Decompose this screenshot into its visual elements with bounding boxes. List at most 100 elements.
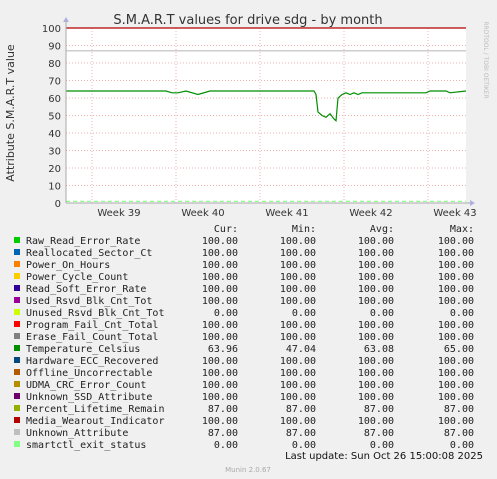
legend-value-avg: 100.00 <box>358 260 394 271</box>
legend-swatch <box>14 333 20 339</box>
rrdtool-credit: RRDTOOL / TOBI OETIKER <box>482 21 489 98</box>
legend-label: Read_Soft_Error_Rate <box>26 284 146 295</box>
legend-value-max: 87.00 <box>444 404 474 415</box>
y-tick-label: 40 <box>48 129 61 140</box>
legend-value-avg: 100.00 <box>358 296 394 307</box>
legend-value-cur: 87.00 <box>208 404 238 415</box>
legend-header: Max: <box>450 224 474 235</box>
series-line-temperature-celsius <box>66 90 467 123</box>
legend-value-max: 100.00 <box>438 368 474 379</box>
legend-value-avg: 100.00 <box>358 380 394 391</box>
legend-value-min: 100.00 <box>280 284 316 295</box>
legend-swatch <box>14 321 20 327</box>
legend-label: Unknown_SSD_Attribute <box>26 392 152 403</box>
legend-value-avg: 100.00 <box>358 236 394 247</box>
legend-value-max: 65.00 <box>444 344 474 355</box>
x-tick-label: Week 41 <box>265 208 308 219</box>
legend-label: Offline_Uncorrectable <box>26 368 152 379</box>
legend-label: Unused_Rsvd_Blk_Cnt_Tot <box>26 308 164 319</box>
legend-swatch <box>14 417 20 423</box>
y-tick-label: 50 <box>48 112 61 123</box>
legend-label: Power_Cycle_Count <box>26 272 128 283</box>
y-tick-label: 60 <box>48 94 61 105</box>
legend-swatch <box>14 237 20 243</box>
legend-value-cur: 100.00 <box>202 356 238 367</box>
legend-value-min: 100.00 <box>280 368 316 379</box>
legend-swatch <box>14 285 20 291</box>
legend-swatch <box>14 297 20 303</box>
legend-value-cur: 100.00 <box>202 248 238 259</box>
legend-value-cur: 100.00 <box>202 236 238 247</box>
legend-value-min: 100.00 <box>280 320 316 331</box>
legend-header: Cur: <box>214 224 238 235</box>
legend-value-max: 0.00 <box>450 308 474 319</box>
legend-swatch <box>14 309 20 315</box>
legend-value-cur: 100.00 <box>202 272 238 283</box>
legend-value-min: 0.00 <box>292 440 316 451</box>
legend-value-cur: 100.00 <box>202 332 238 343</box>
legend-value-avg: 100.00 <box>358 272 394 283</box>
x-tick-label: Week 42 <box>349 208 392 219</box>
y-tick-label: 30 <box>48 147 61 158</box>
legend-value-max: 100.00 <box>438 380 474 391</box>
y-tick-label: 10 <box>48 182 61 193</box>
legend-label: smartctl_exit_status <box>26 440 146 451</box>
legend-label: Hardware_ECC_Recovered <box>26 356 158 367</box>
legend-swatch <box>14 381 20 387</box>
legend-value-cur: 100.00 <box>202 392 238 403</box>
x-tick-label: Week 43 <box>433 208 476 219</box>
legend-value-max: 100.00 <box>438 296 474 307</box>
legend-swatch <box>14 249 20 255</box>
legend-value-cur: 100.00 <box>202 284 238 295</box>
legend-value-min: 100.00 <box>280 260 316 271</box>
legend-value-max: 100.00 <box>438 272 474 283</box>
legend-swatch <box>14 441 20 447</box>
legend-value-avg: 100.00 <box>358 284 394 295</box>
y-tick-label: 90 <box>48 42 61 53</box>
x-tick-label: Week 40 <box>181 208 224 219</box>
chart-title: S.M.A.R.T values for drive sdg - by mont… <box>113 13 382 28</box>
legend-value-cur: 0.00 <box>214 308 238 319</box>
legend-value-cur: 100.00 <box>202 320 238 331</box>
last-update: Last update: Sun Oct 26 15:00:08 2025 <box>285 451 483 462</box>
legend-label: Temperature_Celsius <box>26 344 140 355</box>
y-tick-label: 100 <box>42 24 61 35</box>
legend-value-min: 47.04 <box>286 344 316 355</box>
x-tick-label: Week 39 <box>97 208 140 219</box>
legend-swatch <box>14 429 20 435</box>
legend-value-cur: 100.00 <box>202 296 238 307</box>
legend-label: Raw_Read_Error_Rate <box>26 236 140 247</box>
legend-value-cur: 87.00 <box>208 428 238 439</box>
legend-label: Reallocated_Sector_Ct <box>26 248 152 259</box>
legend-value-avg: 63.08 <box>364 344 394 355</box>
legend-swatch <box>14 357 20 363</box>
legend-swatch <box>14 261 20 267</box>
legend-value-min: 0.00 <box>292 308 316 319</box>
x-axis-arrow <box>470 200 475 206</box>
legend-value-avg: 87.00 <box>364 404 394 415</box>
legend-value-max: 100.00 <box>438 320 474 331</box>
legend-swatch <box>14 393 20 399</box>
legend-label: Erase_Fail_Count_Total <box>26 332 158 343</box>
y-tick-label: 80 <box>48 59 61 70</box>
legend-value-avg: 100.00 <box>358 368 394 379</box>
y-tick-label: 0 <box>55 199 61 210</box>
legend-value-min: 100.00 <box>280 356 316 367</box>
legend-value-cur: 100.00 <box>202 416 238 427</box>
legend-value-max: 100.00 <box>438 284 474 295</box>
legend-value-max: 100.00 <box>438 332 474 343</box>
legend-value-avg: 100.00 <box>358 356 394 367</box>
legend-label: Percent_Lifetime_Remain <box>26 404 164 415</box>
legend-swatch <box>14 405 20 411</box>
y-axis-label: Attribute S.M.A.R.T value <box>4 44 17 182</box>
legend-value-max: 0.00 <box>450 440 474 451</box>
legend-value-min: 100.00 <box>280 236 316 247</box>
legend-value-avg: 0.00 <box>370 308 394 319</box>
legend-value-min: 100.00 <box>280 296 316 307</box>
legend-label: Program_Fail_Cnt_Total <box>26 320 158 331</box>
legend-swatch <box>14 345 20 351</box>
legend-value-min: 87.00 <box>286 428 316 439</box>
legend-value-avg: 87.00 <box>364 428 394 439</box>
